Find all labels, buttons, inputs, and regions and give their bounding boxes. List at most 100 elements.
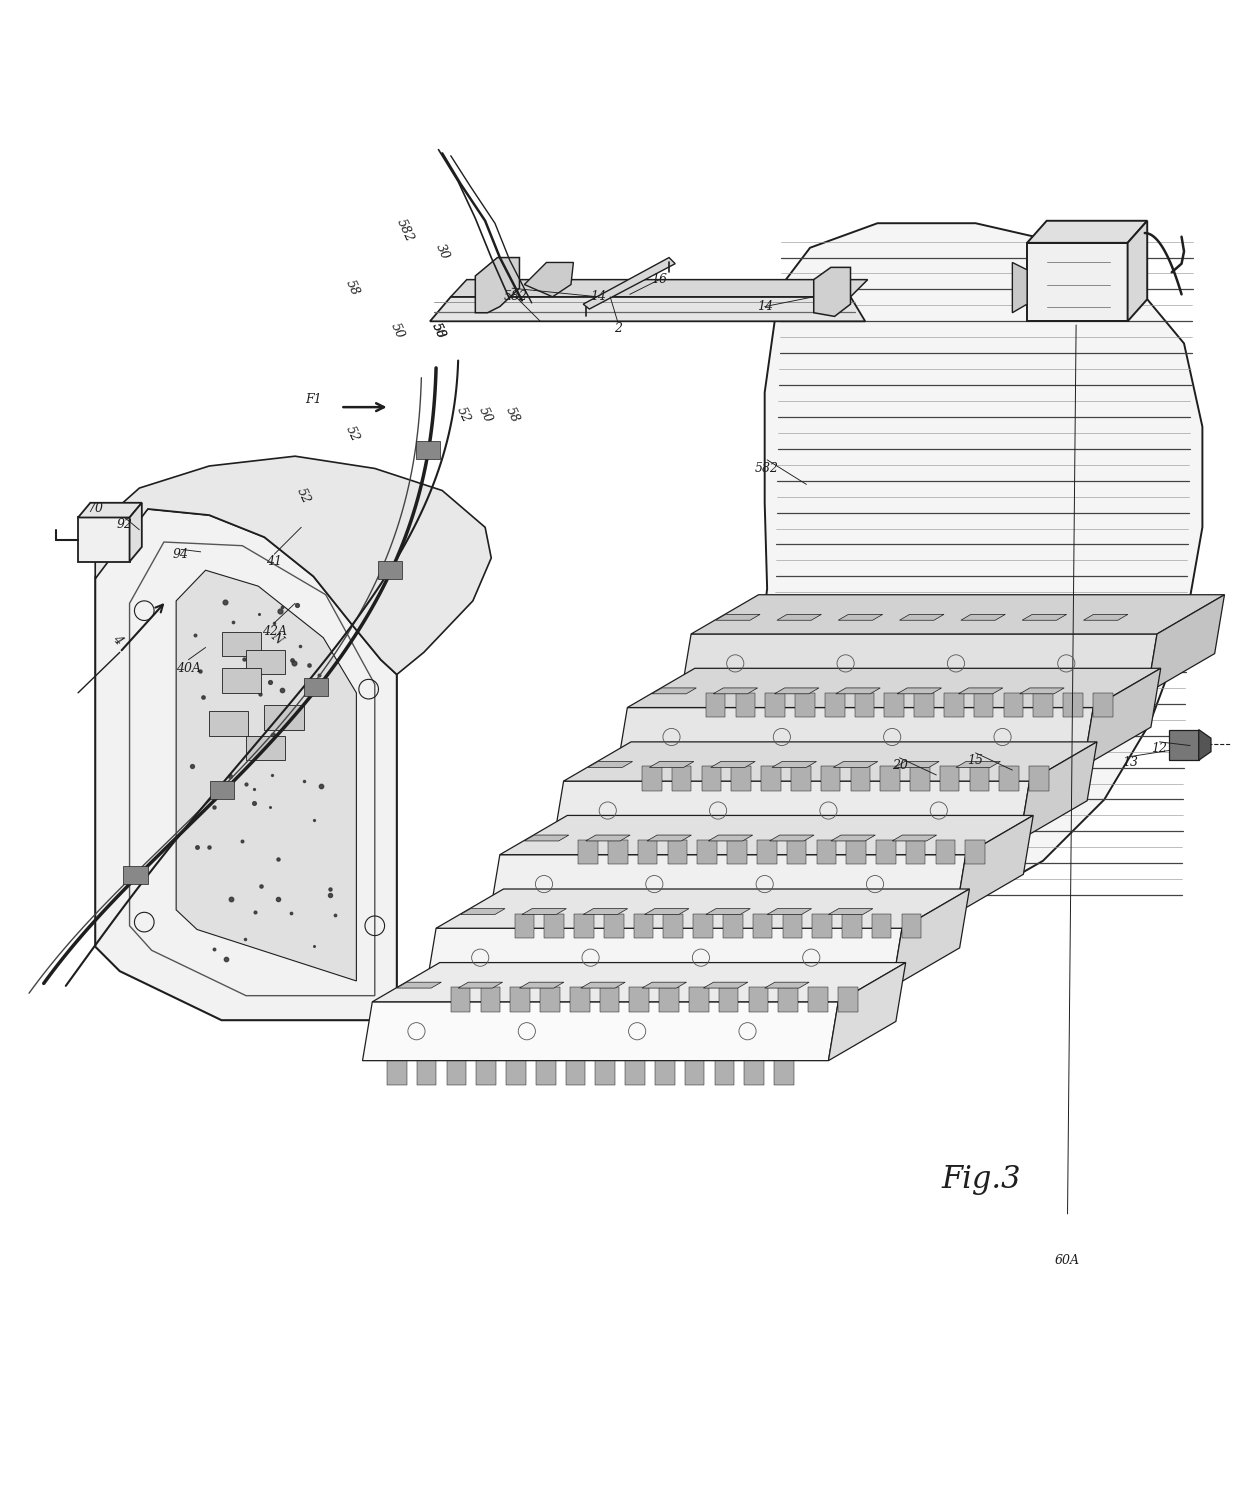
Polygon shape: [711, 761, 755, 767]
Polygon shape: [525, 262, 573, 296]
Polygon shape: [222, 631, 260, 657]
Polygon shape: [451, 280, 868, 296]
Polygon shape: [779, 987, 799, 1011]
Polygon shape: [1012, 262, 1027, 313]
Text: 42A: 42A: [262, 625, 286, 637]
Polygon shape: [1027, 221, 1147, 242]
Polygon shape: [78, 518, 129, 561]
Text: 2: 2: [614, 322, 621, 335]
Polygon shape: [574, 914, 594, 938]
Polygon shape: [894, 761, 939, 767]
Polygon shape: [176, 570, 356, 981]
Polygon shape: [460, 908, 505, 914]
Polygon shape: [899, 615, 944, 621]
Polygon shape: [693, 914, 713, 938]
Polygon shape: [681, 634, 1157, 693]
Text: 582: 582: [755, 462, 779, 474]
Text: 94: 94: [174, 548, 188, 561]
Polygon shape: [608, 839, 627, 865]
Text: 41: 41: [267, 555, 283, 568]
Polygon shape: [1127, 221, 1147, 322]
Polygon shape: [851, 766, 870, 791]
Polygon shape: [625, 1061, 645, 1085]
Polygon shape: [973, 693, 993, 718]
Polygon shape: [914, 693, 934, 718]
Polygon shape: [884, 693, 904, 718]
Polygon shape: [123, 866, 148, 884]
Text: 70: 70: [87, 503, 103, 516]
Polygon shape: [775, 688, 818, 694]
Text: 58: 58: [429, 322, 448, 341]
Polygon shape: [956, 815, 1033, 914]
Text: 58: 58: [343, 278, 362, 298]
Polygon shape: [753, 914, 773, 938]
Polygon shape: [765, 693, 785, 718]
Text: 40A: 40A: [176, 661, 201, 675]
Polygon shape: [427, 928, 901, 987]
Polygon shape: [652, 688, 697, 694]
Polygon shape: [791, 766, 811, 791]
Polygon shape: [872, 914, 892, 938]
Text: 50: 50: [429, 322, 448, 341]
Polygon shape: [458, 983, 502, 987]
Polygon shape: [842, 914, 862, 938]
Polygon shape: [706, 693, 725, 718]
Polygon shape: [446, 1061, 466, 1085]
Polygon shape: [897, 688, 941, 694]
Polygon shape: [901, 914, 921, 938]
Polygon shape: [689, 987, 708, 1011]
Polygon shape: [580, 983, 625, 987]
Text: 58: 58: [503, 404, 521, 425]
Polygon shape: [627, 669, 1161, 708]
Polygon shape: [564, 742, 1097, 781]
Polygon shape: [667, 839, 687, 865]
Text: 582: 582: [503, 290, 528, 304]
Polygon shape: [536, 1061, 556, 1085]
Polygon shape: [129, 503, 141, 561]
Polygon shape: [761, 766, 781, 791]
Text: 4: 4: [110, 633, 125, 648]
Polygon shape: [768, 908, 811, 914]
Polygon shape: [362, 1002, 838, 1061]
Polygon shape: [1022, 615, 1066, 621]
Polygon shape: [490, 854, 966, 914]
Polygon shape: [833, 761, 878, 767]
Polygon shape: [727, 839, 746, 865]
Text: Fig.3: Fig.3: [942, 1164, 1022, 1195]
Polygon shape: [436, 889, 970, 928]
Polygon shape: [836, 688, 880, 694]
Polygon shape: [264, 705, 304, 730]
Polygon shape: [838, 615, 883, 621]
Polygon shape: [706, 908, 750, 914]
Polygon shape: [786, 839, 806, 865]
Polygon shape: [387, 1061, 407, 1085]
Polygon shape: [1003, 693, 1023, 718]
Text: 20: 20: [892, 758, 908, 772]
Polygon shape: [735, 693, 755, 718]
Polygon shape: [732, 766, 751, 791]
Polygon shape: [1033, 693, 1053, 718]
Polygon shape: [808, 987, 828, 1011]
Polygon shape: [702, 766, 722, 791]
Polygon shape: [672, 766, 692, 791]
Polygon shape: [1147, 595, 1224, 693]
Text: 582: 582: [394, 217, 417, 244]
Polygon shape: [1019, 742, 1097, 839]
Polygon shape: [816, 839, 836, 865]
Polygon shape: [660, 987, 678, 1011]
Polygon shape: [970, 766, 990, 791]
Polygon shape: [825, 693, 844, 718]
Text: 60A: 60A: [1055, 1254, 1080, 1267]
Text: 15: 15: [967, 754, 983, 767]
Text: 50: 50: [388, 322, 407, 341]
Polygon shape: [749, 987, 769, 1011]
Polygon shape: [525, 835, 569, 841]
Polygon shape: [1084, 669, 1161, 766]
Polygon shape: [541, 987, 559, 1011]
Polygon shape: [417, 1061, 436, 1085]
Polygon shape: [637, 839, 657, 865]
Polygon shape: [740, 223, 1203, 926]
Polygon shape: [773, 761, 816, 767]
Polygon shape: [956, 761, 1001, 767]
Polygon shape: [476, 1061, 496, 1085]
